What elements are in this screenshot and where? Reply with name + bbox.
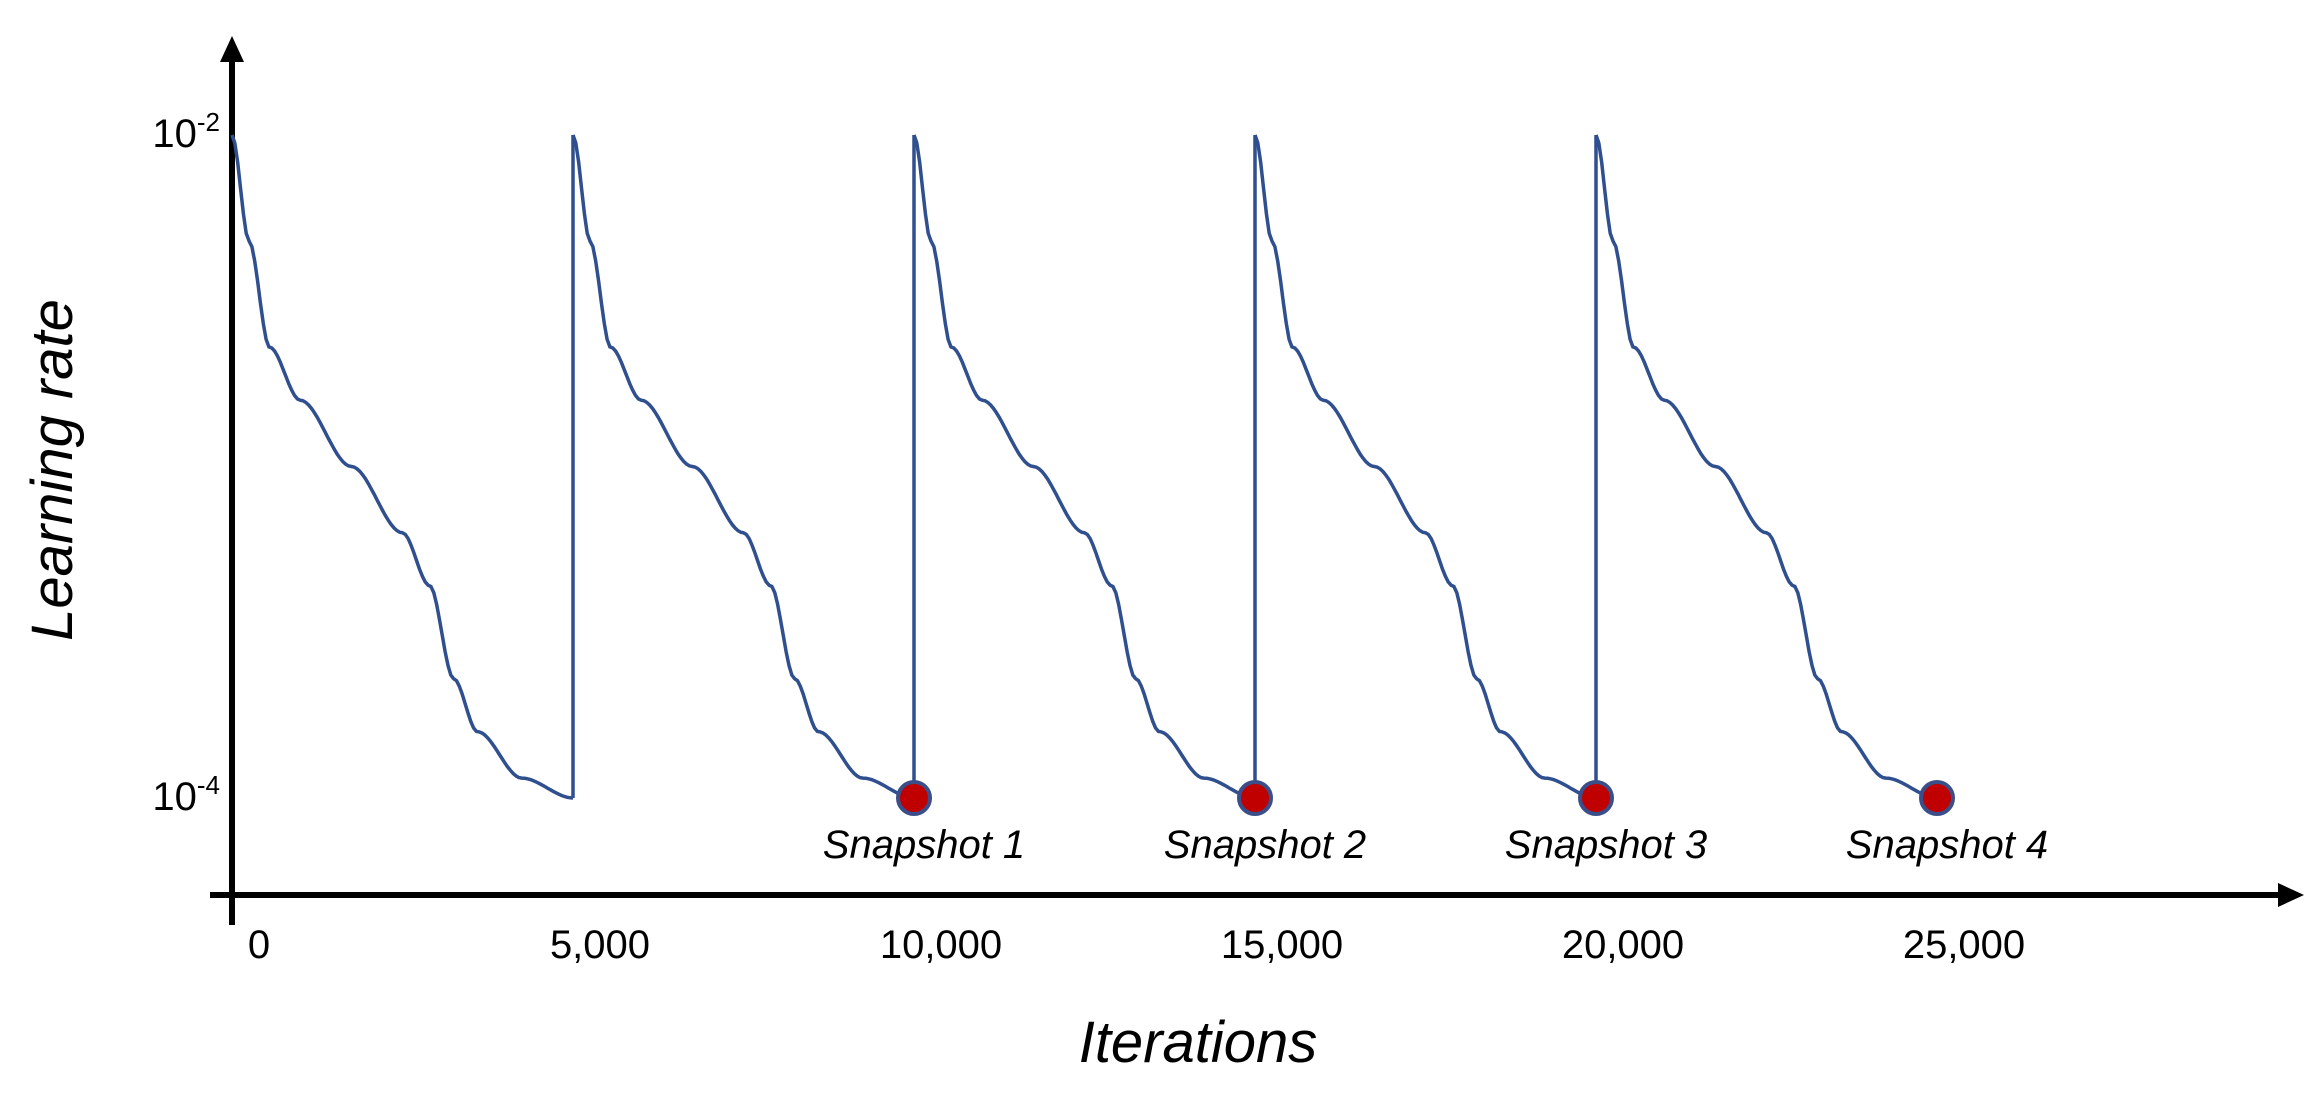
- axes: [210, 36, 2304, 925]
- snapshot-label: Snapshot 3: [1505, 823, 1707, 867]
- x-tick-label: 5,000: [550, 923, 650, 967]
- x-tick-label: 0: [248, 923, 270, 967]
- y-tick-label: 10-2: [152, 107, 220, 156]
- snapshot-point: [1237, 780, 1273, 816]
- x-axis-arrow: [2278, 883, 2304, 907]
- snapshot-point: [1919, 780, 1955, 816]
- lr-cycle-line: [230, 134, 574, 800]
- snapshot-point: [1578, 780, 1614, 816]
- y-tick-label: 10-4: [152, 770, 220, 819]
- lr-cycle-line: [912, 134, 1256, 800]
- snapshot-label: Snapshot 2: [1164, 823, 1366, 867]
- x-axis-title: Iterations: [1079, 1010, 1318, 1075]
- lr-cycle-line: [1594, 134, 1938, 800]
- snapshot-label: Snapshot 4: [1846, 823, 2048, 867]
- lr-cycle-line: [1253, 134, 1597, 800]
- snapshot-label: Snapshot 1: [823, 823, 1025, 867]
- y-axis-arrow: [220, 36, 244, 62]
- x-tick-label: 25,000: [1903, 923, 2025, 967]
- x-tick-label: 20,000: [1562, 923, 1684, 967]
- x-tick-label: 10,000: [880, 923, 1002, 967]
- plot-area: 10-2 10-4 0 5,000 10,000 15,000 20,000 25,000 Sn…: [152, 107, 2048, 967]
- lr-cycle-line: [571, 134, 915, 800]
- y-axis-title: Learning rate: [20, 299, 85, 641]
- snapshot-point: [896, 780, 932, 816]
- x-tick-label: 15,000: [1221, 923, 1343, 967]
